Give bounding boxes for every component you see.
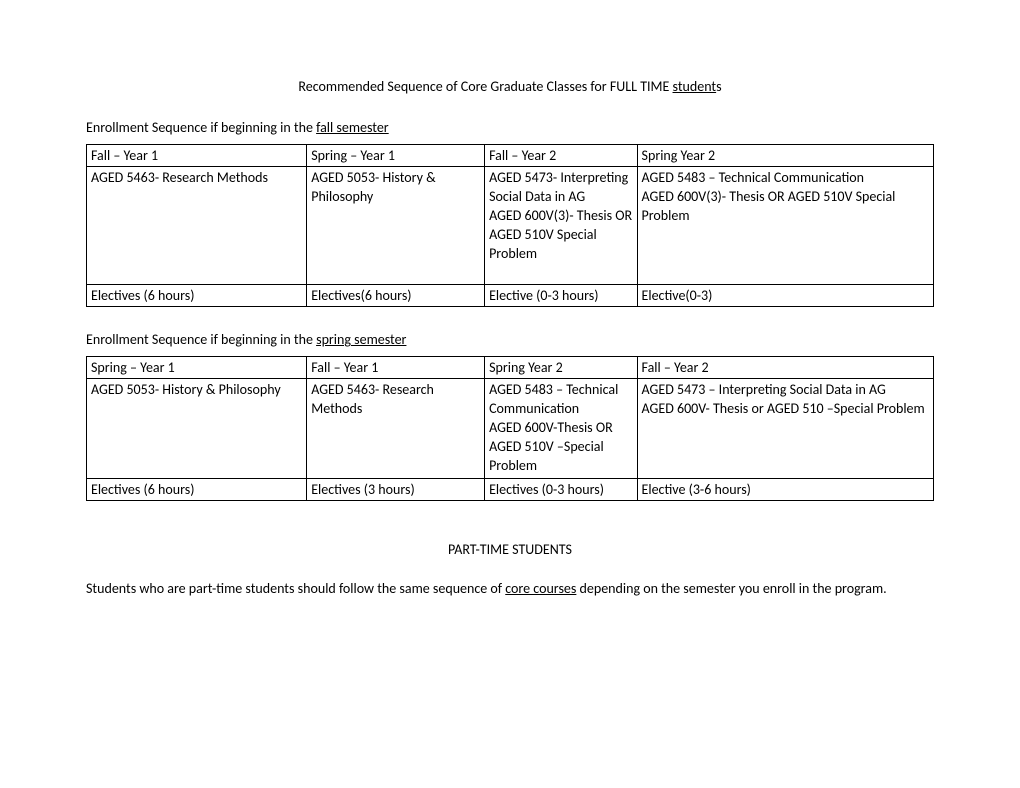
table-cell: Electives (3 hours) <box>307 478 485 500</box>
spring-sequence-table: Spring – Year 1 Fall – Year 1 Spring Yea… <box>86 356 934 500</box>
table-cell: AGED 5483 – Technical CommunicationAGED … <box>485 379 637 478</box>
table-header-cell: Spring Year 2 <box>637 145 933 167</box>
table-cell: Electives(6 hours) <box>307 285 485 307</box>
table-row: Fall – Year 1 Spring – Year 1 Fall – Yea… <box>87 145 934 167</box>
fall-sequence-table: Fall – Year 1 Spring – Year 1 Fall – Yea… <box>86 144 934 307</box>
table-cell: AGED 5053- History & Philosophy <box>87 379 307 478</box>
table-cell: Elective (0-3 hours) <box>485 285 637 307</box>
table-header-cell: Fall – Year 1 <box>307 357 485 379</box>
table-row: Spring – Year 1 Fall – Year 1 Spring Yea… <box>87 357 934 379</box>
table-header-cell: Spring – Year 1 <box>87 357 307 379</box>
fall-intro-underlined: fall semester <box>316 119 389 136</box>
fall-intro: Enrollment Sequence if beginning in the … <box>86 119 934 136</box>
table-row: Electives (6 hours) Electives(6 hours) E… <box>87 285 934 307</box>
table-cell: Electives (0-3 hours) <box>485 478 637 500</box>
title-suffix: s <box>716 78 721 95</box>
part-time-prefix: Students who are part-time students shou… <box>86 580 505 597</box>
table-header-cell: Spring Year 2 <box>485 357 637 379</box>
table-cell: Elective (3-6 hours) <box>637 478 933 500</box>
table-cell: AGED 5473 – Interpreting Social Data in … <box>637 379 933 478</box>
table-cell: AGED 5473- Interpreting Social Data in A… <box>485 167 637 285</box>
part-time-text: Students who are part-time students shou… <box>86 580 934 597</box>
table-row: AGED 5463- Research Methods AGED 5053- H… <box>87 167 934 285</box>
table-cell: AGED 5053- History & Philosophy <box>307 167 485 285</box>
table-cell: AGED 5483 – Technical CommunicationAGED … <box>637 167 933 285</box>
page-title: Recommended Sequence of Core Graduate Cl… <box>86 78 934 95</box>
part-time-heading: PART-TIME STUDENTS <box>86 541 934 558</box>
spring-intro-prefix: Enrollment Sequence if beginning in the <box>86 331 316 348</box>
title-prefix: Recommended Sequence of Core Graduate Cl… <box>298 78 672 95</box>
table-cell: AGED 5463- Research Methods <box>307 379 485 478</box>
table-cell: Electives (6 hours) <box>87 478 307 500</box>
spring-intro: Enrollment Sequence if beginning in the … <box>86 331 934 348</box>
table-cell: Electives (6 hours) <box>87 285 307 307</box>
table-row: Electives (6 hours) Electives (3 hours) … <box>87 478 934 500</box>
spring-intro-underlined: spring semester <box>316 331 406 348</box>
table-header-cell: Fall – Year 2 <box>485 145 637 167</box>
fall-intro-prefix: Enrollment Sequence if beginning in the <box>86 119 316 136</box>
table-row: AGED 5053- History & Philosophy AGED 546… <box>87 379 934 478</box>
part-time-suffix: depending on the semester you enroll in … <box>576 580 886 597</box>
title-underlined: student <box>673 78 717 95</box>
table-header-cell: Fall – Year 2 <box>637 357 933 379</box>
table-header-cell: Fall – Year 1 <box>87 145 307 167</box>
part-time-underlined: core courses <box>505 580 576 597</box>
table-cell: Elective(0-3) <box>637 285 933 307</box>
table-header-cell: Spring – Year 1 <box>307 145 485 167</box>
table-cell: AGED 5463- Research Methods <box>87 167 307 285</box>
